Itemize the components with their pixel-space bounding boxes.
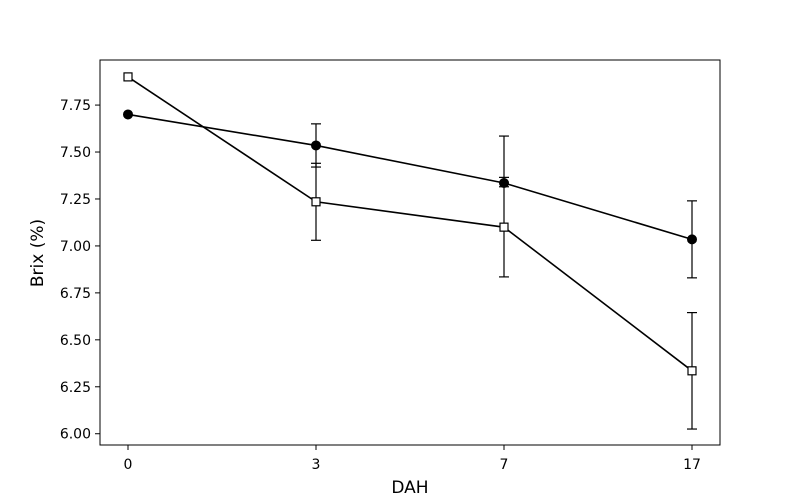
- series-layer: [123, 72, 697, 430]
- series-line: [127, 113, 693, 241]
- y-tick-label: 6.50: [60, 333, 91, 349]
- y-tick-label: 6.75: [60, 286, 91, 302]
- data-point-square: [687, 366, 697, 376]
- x-tick-label: 0: [124, 457, 133, 473]
- data-point-square: [311, 197, 321, 207]
- x-tick-label: 17: [683, 457, 701, 473]
- y-tick-label: 6.00: [60, 427, 91, 443]
- data-point-square: [123, 72, 133, 82]
- plot-frame: [99, 59, 721, 446]
- x-tick-label: 7: [500, 457, 509, 473]
- y-axis-label: Brix (%): [28, 219, 48, 287]
- data-point-circle: [311, 140, 321, 151]
- data-point-square: [499, 222, 509, 232]
- y-tick-label: 6.25: [60, 380, 91, 396]
- series-1: [123, 109, 697, 279]
- data-point-circle: [123, 109, 133, 120]
- x-axis-label: DAH: [391, 478, 428, 498]
- y-axis-ticks: 6.00 6.25 6.50 6.75 7.00 7.25 7.50 7.75: [60, 98, 100, 443]
- x-axis-ticks: 0 3 7 17: [124, 445, 701, 473]
- y-tick-label: 7.25: [60, 192, 91, 208]
- data-point-circle: [687, 234, 697, 245]
- series-2: [123, 72, 697, 430]
- y-tick-label: 7.75: [60, 98, 91, 114]
- y-tick-label: 7.00: [60, 239, 91, 255]
- x-tick-label: 3: [312, 457, 321, 473]
- series-line: [127, 76, 693, 372]
- y-tick-label: 7.50: [60, 145, 91, 161]
